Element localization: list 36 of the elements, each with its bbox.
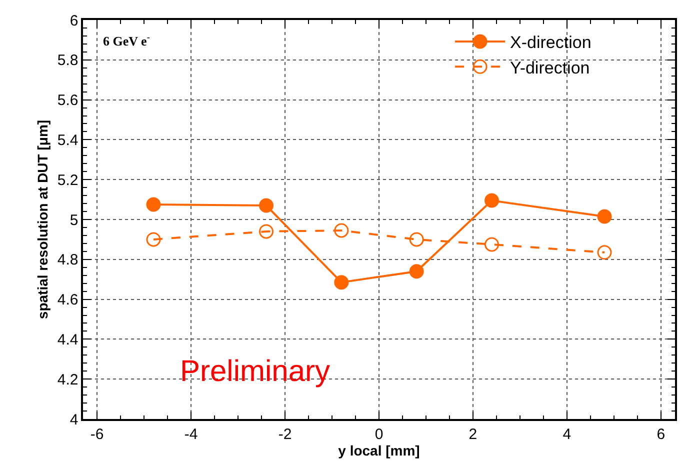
- y-tick-label: 5.2: [57, 172, 78, 189]
- y-tick-label: 5.4: [57, 132, 78, 149]
- y-tick-label: 6: [70, 12, 78, 30]
- legend-label: X-direction: [510, 33, 592, 52]
- point: [597, 209, 612, 224]
- annotation: 6 GeV e$^{-}$: [103, 32, 150, 48]
- x-tick-label: 2: [468, 426, 478, 443]
- x-tick-label: 0: [374, 426, 384, 443]
- y-tick-label: 4.8: [57, 252, 78, 269]
- y-tick-label: 4.6: [57, 292, 78, 309]
- y-tick-label: 4.2: [57, 371, 78, 388]
- y-axis-title: spatial resolution at DUT [μm]: [34, 120, 50, 320]
- legend-label: Y-direction: [510, 58, 590, 78]
- x-tick-label: -6: [90, 426, 104, 443]
- y-tick-label: 5: [70, 212, 78, 229]
- annotation: Preliminary: [180, 355, 330, 388]
- point: [334, 275, 349, 290]
- x-tick-label: -4: [184, 426, 198, 443]
- x-tick-label: 4: [562, 426, 572, 443]
- y-tick-label: 4.4: [57, 331, 78, 348]
- point: [146, 232, 161, 247]
- x-axis-title: y local [mm]: [338, 442, 420, 459]
- point: [334, 223, 349, 238]
- point: [484, 237, 500, 252]
- point: [409, 232, 424, 247]
- point: [409, 264, 424, 279]
- point: [597, 245, 612, 260]
- point: [484, 193, 500, 208]
- point: [258, 224, 274, 239]
- y-tick-label: 4: [70, 411, 78, 428]
- y-tick-label: 5.8: [57, 52, 78, 70]
- x-tick-label: 6: [656, 426, 666, 443]
- point: [258, 198, 274, 213]
- point: [146, 197, 161, 212]
- y-tick-label: 5.6: [57, 92, 78, 110]
- x-tick-label: -2: [278, 426, 292, 443]
